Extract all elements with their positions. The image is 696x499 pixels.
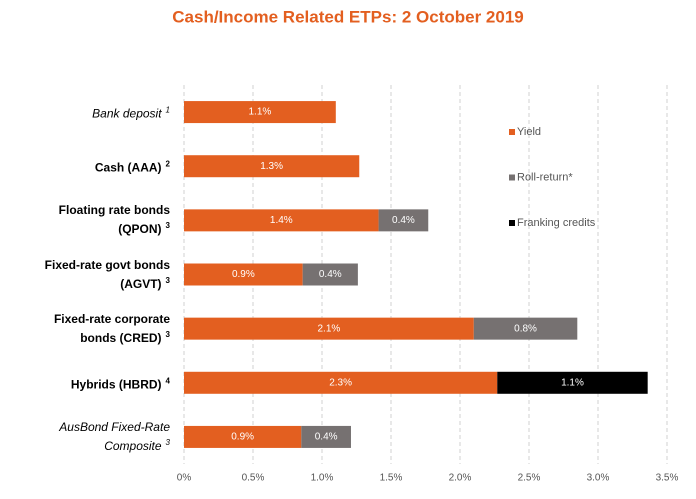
bar-segment	[184, 263, 303, 286]
chart-title: Cash/Income Related ETPs: 2 October 2019	[172, 7, 523, 26]
category-name: AusBond Fixed-Rate Composite	[59, 419, 170, 453]
category-note: 3	[165, 437, 170, 447]
bar-segment	[302, 263, 358, 286]
data-label: 0.9%	[231, 432, 254, 443]
category-note: 4	[165, 376, 170, 386]
x-tick-label: 0.5%	[242, 473, 265, 484]
x-tick-label: 1.0%	[311, 473, 334, 484]
legend-swatch	[509, 174, 515, 181]
category-note: 3	[165, 275, 170, 285]
legend-swatch	[509, 220, 515, 226]
y-tick-label: Bank deposit 1	[20, 103, 170, 122]
category-name: Bank deposit	[92, 106, 162, 121]
bar-segment	[497, 371, 648, 394]
x-tick-label: 0%	[177, 473, 192, 484]
x-tick-label: 2.0%	[449, 473, 472, 484]
category-name: Fixed-rate corporate bonds (CRED)	[53, 311, 170, 345]
x-tick-label: 2.5%	[518, 473, 541, 484]
category-name: Fixed-rate govt bonds (AGVT)	[44, 257, 170, 291]
bar-segment	[184, 155, 360, 178]
bar-segment	[184, 371, 498, 394]
y-tick-label: Fixed-rate govt bonds (AGVT) 3	[20, 258, 170, 292]
bar-segment	[301, 425, 351, 448]
x-tick-label: 3.5%	[656, 473, 679, 484]
data-label: 2.1%	[318, 323, 341, 334]
category-name: Hybrids (HBRD)	[70, 377, 162, 392]
legend-label: Franking credits	[517, 217, 596, 229]
bar-segment	[184, 317, 474, 340]
legend-label: Roll-return*	[517, 171, 573, 183]
y-tick-label: Hybrids (HBRD) 4	[20, 373, 170, 392]
data-label: 0.8%	[514, 323, 537, 334]
data-label: 1.1%	[249, 107, 272, 118]
category-note: 2	[165, 159, 170, 169]
y-tick-label: Fixed-rate corporate bonds (CRED) 3	[20, 312, 170, 346]
data-label: 0.4%	[319, 269, 342, 280]
data-label: 0.9%	[232, 269, 255, 280]
data-label: 1.4%	[270, 215, 293, 226]
y-tick-label: AusBond Fixed-Rate Composite 3	[20, 420, 170, 454]
x-tick-label: 1.5%	[380, 473, 403, 484]
bar-segment	[184, 101, 336, 124]
data-label: 0.4%	[315, 432, 338, 443]
legend-label: Yield	[517, 126, 541, 138]
category-name: Floating rate bonds (QPON)	[58, 203, 170, 237]
data-label: 2.3%	[329, 377, 352, 388]
x-tick-label: 3.0%	[587, 473, 610, 484]
bar-segment	[378, 209, 429, 232]
category-name: Cash (AAA)	[94, 160, 162, 175]
data-label: 1.3%	[260, 161, 283, 172]
category-note: 3	[165, 329, 170, 339]
bar-segment	[184, 209, 379, 232]
category-note: 1	[165, 105, 170, 115]
y-tick-label: Cash (AAA) 2	[20, 157, 170, 176]
data-label: 0.4%	[392, 215, 415, 226]
data-label: 1.1%	[561, 377, 584, 388]
legend-swatch	[509, 129, 515, 135]
category-note: 3	[165, 221, 170, 231]
bar-segment	[473, 317, 578, 340]
y-tick-label: Floating rate bonds (QPON) 3	[20, 203, 170, 237]
bar-segment	[184, 425, 302, 448]
